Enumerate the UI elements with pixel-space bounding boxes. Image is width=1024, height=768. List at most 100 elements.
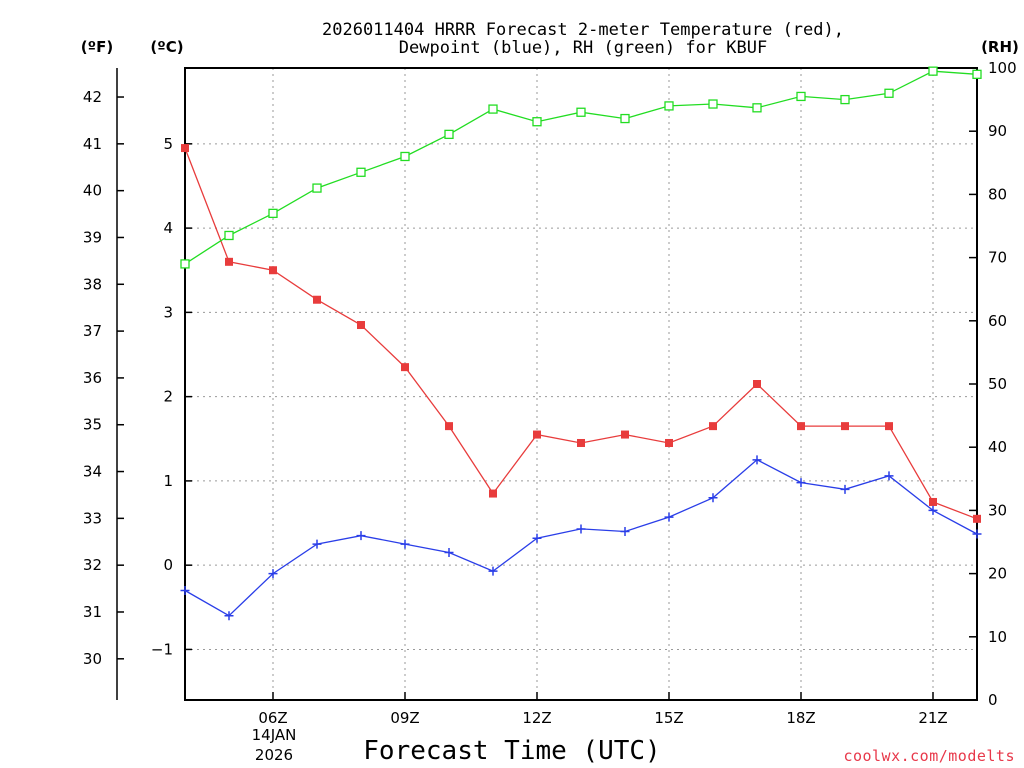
dewpoint-point — [664, 512, 674, 522]
rh-tick-label: 30 — [988, 501, 1007, 519]
x-tick-label: 12Z — [522, 709, 551, 727]
fahrenheit-tick-label: 37 — [83, 322, 102, 340]
dewpoint-point — [972, 529, 982, 539]
temperature-point — [621, 430, 629, 439]
rh-point — [488, 104, 498, 114]
rh-point — [224, 230, 234, 241]
fahrenheit-tick-label: 41 — [83, 135, 102, 153]
rh-tick-label: 10 — [988, 628, 1007, 646]
rh-point — [356, 167, 366, 177]
temperature-point — [225, 257, 233, 266]
dewpoint-point — [532, 533, 542, 543]
dewpoint-point — [444, 548, 454, 558]
fahrenheit-tick-label: 35 — [83, 416, 102, 434]
dewpoint-point — [928, 505, 938, 515]
rh-tick-label: 90 — [988, 122, 1007, 140]
temperature-point — [973, 514, 981, 523]
rh-point — [840, 94, 850, 105]
rh-tick-label: 50 — [988, 375, 1007, 393]
rh-point — [532, 117, 542, 127]
celsius-tick-label: 5 — [163, 135, 173, 153]
dewpoint-point — [708, 493, 718, 503]
date-label-day: 14JAN — [252, 726, 297, 744]
x-tick-label: 15Z — [654, 709, 683, 727]
fahrenheit-tick-label: 36 — [83, 369, 102, 387]
temperature-point — [577, 438, 585, 447]
rh-point — [268, 208, 278, 219]
fahrenheit-tick-label: 34 — [83, 463, 102, 481]
rh-tick-label: 100 — [988, 59, 1017, 77]
rh-point — [664, 101, 674, 111]
fahrenheit-tick-label: 40 — [83, 182, 102, 200]
dewpoint-point — [488, 566, 498, 576]
celsius-tick-label: 3 — [163, 303, 173, 321]
rh-point — [752, 103, 762, 113]
rh-tick-label: 70 — [988, 249, 1007, 267]
rh-unit-label: (RH) — [981, 38, 1019, 56]
fahrenheit-tick-label: 31 — [83, 603, 102, 621]
data-series — [180, 66, 982, 621]
celsius-tick-label: 1 — [163, 472, 173, 490]
x-axis-label: Forecast Time (UTC) — [363, 736, 660, 766]
rh-point — [884, 88, 894, 98]
rh-tick-label: 20 — [988, 565, 1007, 583]
celsius-tick-label: 4 — [163, 219, 173, 237]
temperature-point — [885, 422, 893, 431]
dewpoint-point — [356, 531, 366, 541]
date-label-year: 2026 — [255, 746, 293, 764]
fahrenheit-tick-label: 38 — [83, 275, 102, 293]
dewpoint-point — [576, 524, 586, 534]
rh-tick-label: 40 — [988, 438, 1007, 456]
rh-point — [972, 69, 982, 79]
fahrenheit-unit-label: (ºF) — [81, 38, 113, 56]
temperature-line — [184, 147, 978, 520]
credit-link[interactable]: coolwx.com/modelts — [843, 747, 1015, 765]
chart-title-line1: 2026011404 HRRR Forecast 2-meter Tempera… — [322, 20, 844, 40]
plot-frame — [184, 67, 978, 701]
temperature-point — [929, 497, 937, 506]
x-tick-label: 21Z — [918, 709, 947, 727]
fahrenheit-tick-label: 30 — [83, 650, 102, 668]
dewpoint-line — [184, 459, 978, 617]
temperature-point — [533, 430, 541, 439]
temperature-point — [401, 363, 409, 372]
rh-line — [184, 70, 978, 265]
dewpoint-point — [796, 478, 806, 488]
gridlines — [185, 68, 977, 700]
fahrenheit-tick-label: 39 — [83, 228, 102, 246]
dewpoint-point — [620, 526, 630, 536]
rh-tick-label: 0 — [988, 691, 998, 709]
temperature-point — [665, 438, 673, 447]
x-tick-label: 06Z — [258, 709, 287, 727]
dewpoint-point — [312, 539, 322, 549]
x-tick-label: 18Z — [786, 709, 815, 727]
temperature-point — [489, 489, 497, 498]
celsius-tick-label: 0 — [163, 556, 173, 574]
fahrenheit-tick-label: 42 — [83, 88, 102, 106]
temperature-point — [357, 321, 365, 330]
fahrenheit-tick-label: 33 — [83, 509, 102, 527]
celsius-tick-label: 2 — [163, 388, 173, 406]
rh-point — [620, 113, 630, 124]
temperature-point — [797, 422, 805, 431]
rh-point — [928, 66, 938, 76]
rh-point — [400, 151, 410, 162]
dewpoint-point — [840, 484, 850, 494]
rh-point — [444, 129, 454, 140]
celsius-tick-label: −1 — [151, 640, 173, 658]
temperature-point — [181, 144, 189, 153]
x-tick-label: 09Z — [390, 709, 419, 727]
rh-point — [576, 107, 586, 117]
dewpoint-point — [400, 539, 410, 549]
rh-point — [796, 91, 806, 102]
celsius-unit-label: (ºC) — [150, 38, 183, 56]
dewpoint-point — [752, 455, 762, 465]
rh-tick-label: 60 — [988, 312, 1007, 330]
dewpoint-point — [268, 569, 278, 579]
temperature-point — [753, 380, 761, 388]
temperature-point — [709, 422, 717, 431]
temperature-point — [445, 422, 453, 431]
temperature-point — [313, 295, 321, 304]
